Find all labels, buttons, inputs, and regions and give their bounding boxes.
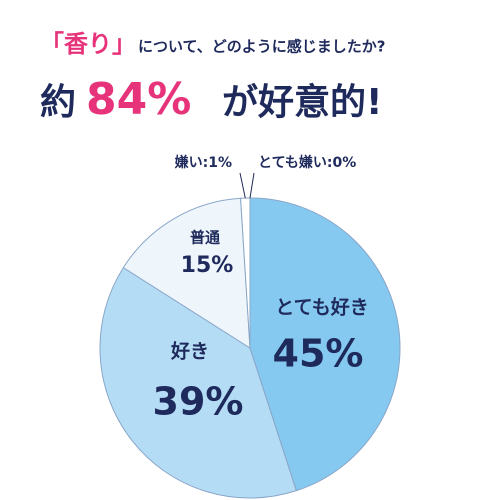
- subtitle-prefix: 約: [40, 82, 76, 123]
- leader-line: [239, 172, 246, 199]
- leader-line: [249, 172, 255, 199]
- pie-slice: [122, 197, 251, 349]
- subtitle-suffix: が好意的!: [222, 82, 382, 123]
- outside-label: とても嫌い:0%: [258, 154, 356, 171]
- pie-slice: [99, 266, 297, 499]
- value-label: 15%: [181, 253, 234, 278]
- slice-label: 好き: [170, 340, 209, 363]
- title-highlight: 「香り」: [40, 30, 136, 58]
- slice-label: とても好き: [275, 296, 368, 319]
- outside-label: 嫌い:1%: [175, 154, 232, 171]
- slice-label: 普通: [190, 229, 220, 247]
- title: について、どのように感じましたか?: [138, 38, 386, 56]
- subtitle-highlight: 84%: [86, 74, 191, 125]
- value-label: 39%: [153, 380, 244, 424]
- value-label: 45%: [273, 332, 364, 376]
- pie-slice: [249, 197, 401, 492]
